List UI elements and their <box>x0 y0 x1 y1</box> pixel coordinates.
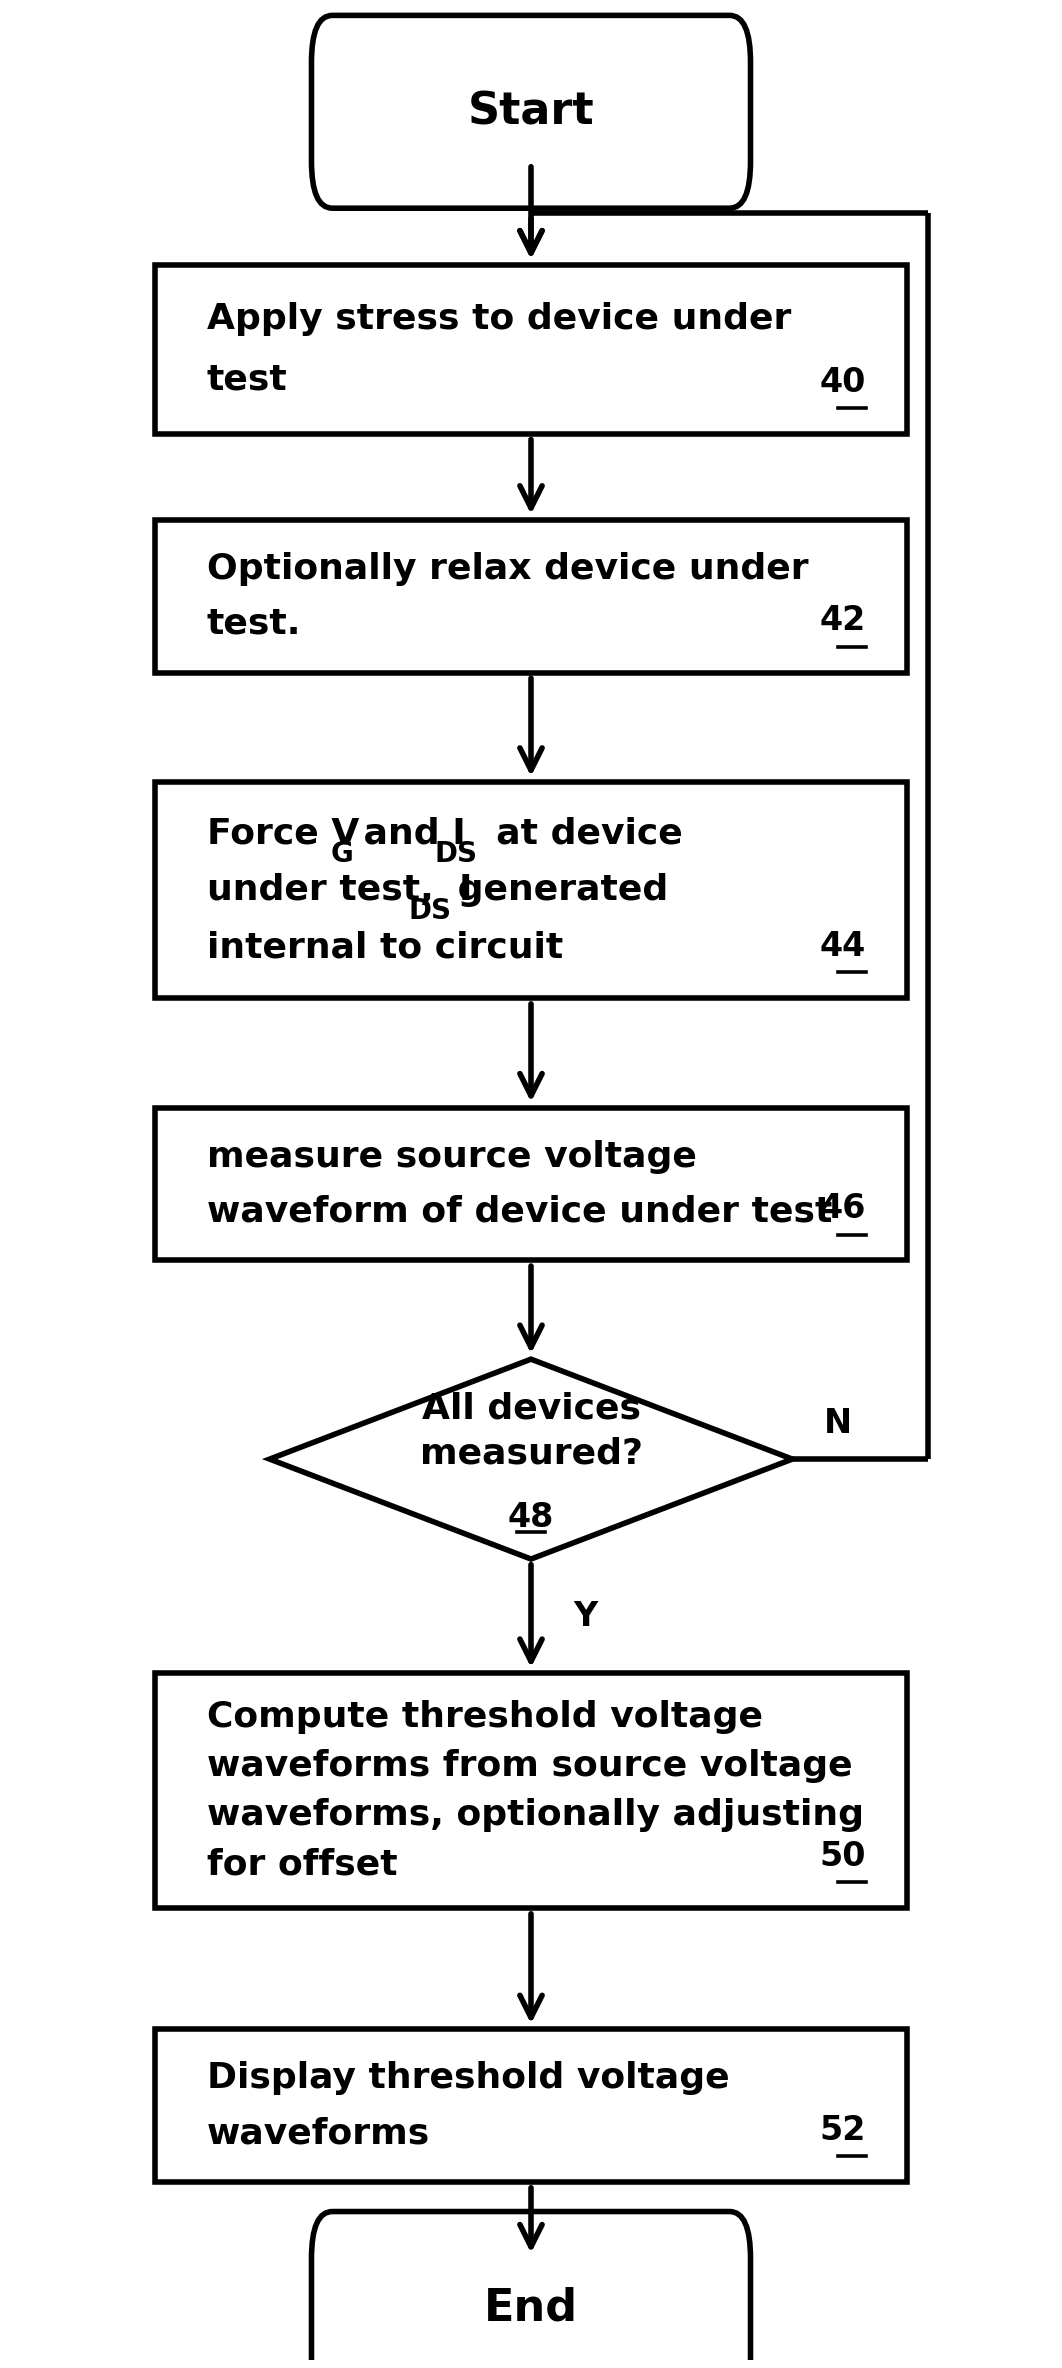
Text: G: G <box>330 841 353 869</box>
Text: test.: test. <box>207 606 302 639</box>
Text: test: test <box>207 362 288 395</box>
Text: 40: 40 <box>819 365 866 398</box>
Text: Force V: Force V <box>207 817 359 850</box>
Bar <box>155 1674 907 1909</box>
Bar <box>155 519 907 673</box>
Text: End: End <box>484 2287 578 2330</box>
Bar <box>155 2029 907 2183</box>
Text: Y: Y <box>572 1598 597 1632</box>
Text: All devices
measured?: All devices measured? <box>419 1392 643 1471</box>
Text: waveforms from source voltage: waveforms from source voltage <box>207 1750 853 1783</box>
Bar <box>155 265 907 433</box>
Text: Display threshold voltage: Display threshold voltage <box>207 2063 730 2096</box>
Polygon shape <box>270 1359 792 1558</box>
Text: DS: DS <box>409 897 451 926</box>
Text: at device: at device <box>472 817 683 850</box>
FancyBboxPatch shape <box>311 2212 751 2368</box>
Text: 48: 48 <box>508 1501 554 1534</box>
Text: Compute threshold voltage: Compute threshold voltage <box>207 1700 763 1733</box>
Text: N: N <box>824 1407 852 1440</box>
Text: waveforms: waveforms <box>207 2117 430 2150</box>
Text: measure source voltage: measure source voltage <box>207 1139 697 1175</box>
Text: Optionally relax device under: Optionally relax device under <box>207 552 808 585</box>
Text: waveform of device under test: waveform of device under test <box>207 1193 833 1229</box>
Text: internal to circuit: internal to circuit <box>207 931 563 964</box>
Text: 50: 50 <box>819 1840 866 1873</box>
Bar <box>155 781 907 999</box>
Text: 52: 52 <box>819 2115 866 2148</box>
Bar <box>155 1108 907 1260</box>
Text: 42: 42 <box>819 604 866 637</box>
FancyBboxPatch shape <box>311 14 751 208</box>
Text: for offset: for offset <box>207 1847 397 1880</box>
Text: DS: DS <box>434 841 478 869</box>
Text: waveforms, optionally adjusting: waveforms, optionally adjusting <box>207 1797 864 1833</box>
Text: under test,  I: under test, I <box>207 874 473 907</box>
Text: and I: and I <box>352 817 466 850</box>
Text: Start: Start <box>467 90 595 133</box>
Text: 46: 46 <box>819 1191 866 1224</box>
Text: 44: 44 <box>819 931 866 964</box>
Text: generated: generated <box>445 874 669 907</box>
Text: Apply stress to device under: Apply stress to device under <box>207 303 791 336</box>
